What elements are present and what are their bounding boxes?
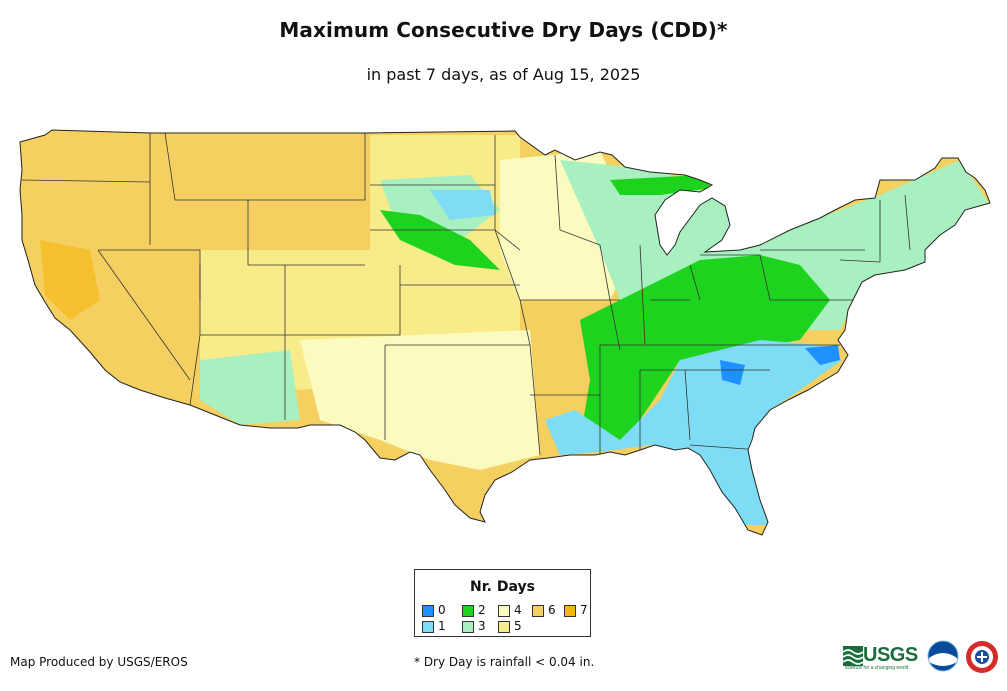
legend-items: 0 1 2 3 4 5 6 7: [422, 603, 592, 638]
legend-label: 2: [478, 603, 486, 617]
region-1-day: [545, 340, 842, 525]
legend-label: 4: [514, 603, 522, 617]
region-2-days-lake: [610, 175, 712, 195]
region-2-days: [580, 255, 830, 450]
legend-label: 7: [580, 603, 588, 617]
region-1-day-dakota: [430, 190, 495, 220]
legend-label: 3: [478, 619, 486, 633]
legend-swatch: [462, 605, 474, 617]
region-7-days: [40, 240, 100, 320]
legend-label: 1: [438, 619, 446, 633]
legend-swatch: [498, 605, 510, 617]
usgs-logo: USGS science for a changing world: [843, 644, 919, 672]
legend-swatch: [422, 605, 434, 617]
region-2-days-plains: [380, 210, 500, 270]
legend-label: 6: [548, 603, 556, 617]
region-3-days-southwest: [200, 350, 300, 425]
map-title: Maximum Consecutive Dry Days (CDD)*: [279, 18, 728, 42]
noaa-logo-icon: [927, 640, 959, 672]
map-subtitle: in past 7 days, as of Aug 15, 2025: [366, 65, 641, 84]
region-0-days: [805, 345, 840, 365]
legend-swatch: [462, 621, 474, 633]
region-0-days-ga: [720, 360, 745, 385]
usgs-wordmark: USGS: [863, 644, 918, 666]
state-boundaries: [21, 132, 911, 456]
usgs-wave-icon: [843, 646, 863, 666]
usgs-tagline: science for a changing world: [845, 665, 909, 671]
legend-label: 0: [438, 603, 446, 617]
legend-swatch: [422, 621, 434, 633]
legend-swatch: [498, 621, 510, 633]
nws-logo-icon: [966, 641, 998, 673]
legend-label: 5: [514, 619, 522, 633]
cdd-shading: [20, 130, 990, 535]
region-4-days: [300, 330, 540, 470]
dry-day-footnote: * Dry Day is rainfall < 0.04 in.: [414, 655, 595, 669]
agency-logos: USGS science for a changing world: [843, 640, 1003, 680]
legend-title: Nr. Days: [470, 579, 535, 595]
legend: Nr. Days 0 1 2 3 4 5 6: [414, 569, 591, 637]
map-credit: Map Produced by USGS/EROS: [10, 655, 188, 669]
legend-swatch: [564, 605, 576, 617]
legend-swatch: [532, 605, 544, 617]
